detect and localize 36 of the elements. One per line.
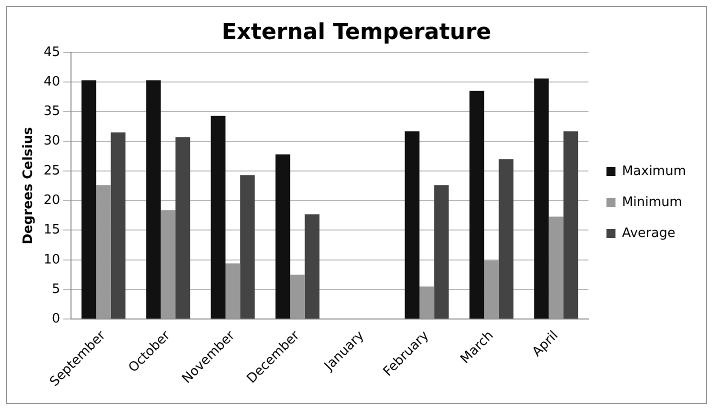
- bar: [81, 80, 96, 319]
- y-tick-label: 5: [52, 282, 60, 297]
- y-tick-label: 45: [44, 44, 60, 60]
- legend-label: Maximum: [622, 164, 686, 179]
- bar: [160, 210, 176, 319]
- y-tick-label: 15: [44, 222, 60, 238]
- legend-label: Average: [622, 226, 676, 241]
- bar: [96, 185, 111, 319]
- y-tick-label: 0: [52, 312, 60, 327]
- bar: [225, 263, 240, 319]
- y-tick-label: 25: [44, 163, 60, 178]
- bar: [563, 131, 578, 319]
- y-tick-label: 30: [44, 134, 60, 149]
- bar: [434, 185, 449, 319]
- bar: [304, 214, 320, 319]
- bar: [419, 286, 434, 319]
- y-tick-label: 35: [44, 104, 60, 120]
- bar: [404, 131, 420, 319]
- bar: [498, 159, 514, 319]
- bar: [110, 132, 126, 319]
- bar: [240, 175, 255, 319]
- bar: [175, 137, 190, 319]
- chart-title: External Temperature: [222, 20, 492, 45]
- bar: [275, 154, 290, 319]
- bar: [210, 116, 226, 319]
- bar: [534, 78, 549, 319]
- y-axis-title: Degrees Celsius: [21, 126, 36, 244]
- bar: [469, 90, 484, 319]
- bar: [290, 274, 305, 319]
- bar: [146, 80, 161, 319]
- bar: [484, 260, 499, 319]
- y-tick-label: 20: [44, 192, 60, 208]
- y-tick-label: 10: [44, 252, 60, 268]
- bar: [548, 216, 564, 319]
- legend-label: Minimum: [622, 194, 682, 210]
- y-tick-label: 40: [44, 74, 60, 90]
